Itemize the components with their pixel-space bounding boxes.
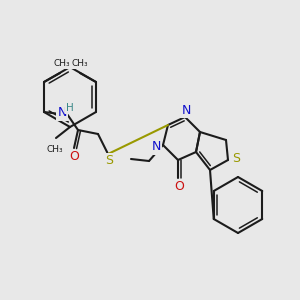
Text: H: H	[66, 103, 74, 113]
Text: N: N	[151, 140, 161, 154]
Text: CH₃: CH₃	[47, 145, 63, 154]
Text: N: N	[57, 106, 67, 119]
Text: N: N	[181, 103, 191, 116]
Text: CH₃: CH₃	[54, 59, 70, 68]
Text: O: O	[174, 181, 184, 194]
Text: S: S	[105, 154, 113, 166]
Text: CH₃: CH₃	[72, 59, 88, 68]
Text: S: S	[232, 152, 240, 164]
Text: O: O	[69, 151, 79, 164]
